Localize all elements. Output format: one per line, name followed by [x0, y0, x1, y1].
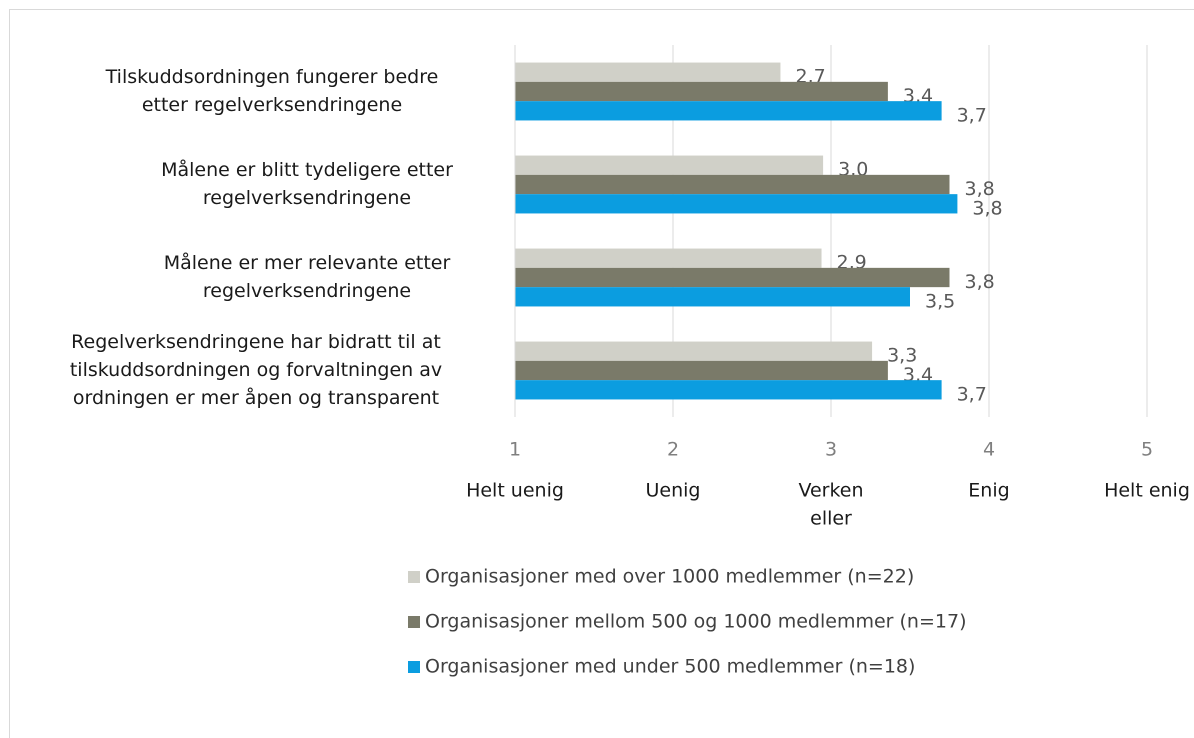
- legend-label: Organisasjoner med over 1000 medlemmer (…: [425, 566, 914, 588]
- bar: [515, 248, 822, 268]
- bar: [515, 380, 942, 400]
- value-label: 3,5: [925, 290, 955, 312]
- bar: [515, 287, 910, 307]
- category-label: Målene er mer relevante etter: [164, 251, 451, 274]
- value-label: 3,8: [965, 178, 995, 200]
- x-tick-label: 4: [983, 439, 995, 461]
- category-label: tilskuddsordningen og forvaltningen av: [70, 359, 442, 381]
- bar: [515, 81, 888, 102]
- x-tick-label: 2: [667, 439, 679, 461]
- category-label: ordningen er mer åpen og transparent: [73, 386, 439, 409]
- x-tick-label: 3: [825, 439, 837, 461]
- x-tick-label: 1: [509, 439, 521, 461]
- scale-label: Enig: [968, 480, 1009, 502]
- category-label: etter regelverksendringene: [142, 94, 402, 116]
- bar: [515, 360, 888, 381]
- scale-label: Helt uenig: [466, 480, 564, 502]
- scale-label: Uenig: [646, 480, 701, 502]
- chart-border: [9, 9, 1194, 738]
- legend-label: Organisasjoner med under 500 medlemmer (…: [425, 656, 915, 678]
- category-label: regelverksendringene: [203, 187, 411, 209]
- bar: [515, 267, 950, 288]
- legend-swatch: [408, 571, 420, 583]
- scale-label: Verken: [798, 480, 863, 502]
- scale-label: eller: [810, 508, 852, 530]
- bar: [515, 62, 781, 82]
- value-label: 3,8: [965, 271, 995, 293]
- bar: [515, 101, 942, 121]
- legend-label: Organisasjoner mellom 500 og 1000 medlem…: [425, 611, 966, 633]
- bar: [515, 194, 958, 214]
- bar: [515, 155, 824, 175]
- scale-label: Helt enig: [1104, 480, 1190, 502]
- legend-swatch: [408, 616, 420, 628]
- bar: [515, 174, 950, 195]
- value-label: 3,8: [972, 197, 1002, 219]
- bar: [515, 341, 873, 361]
- x-tick-label: 5: [1141, 439, 1153, 461]
- value-label: 3,7: [957, 383, 987, 405]
- legend-swatch: [408, 661, 420, 673]
- value-label: 3,7: [957, 104, 987, 126]
- value-label: 3,3: [887, 345, 917, 367]
- category-label: Målene er blitt tydeligere etter: [161, 158, 453, 181]
- category-label: regelverksendringene: [203, 280, 411, 302]
- category-label: Tilskuddsordningen fungerer bedre: [105, 66, 439, 88]
- category-label: Regelverksendringene har bidratt til at: [71, 331, 441, 353]
